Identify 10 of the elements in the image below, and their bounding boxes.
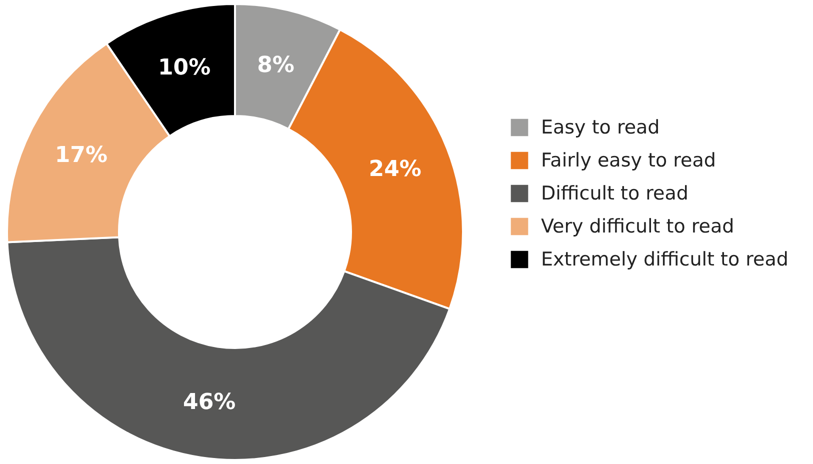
legend-label: Fairly easy to read — [541, 150, 716, 172]
data-label: 46% — [183, 390, 236, 416]
data-label: 17% — [54, 143, 108, 168]
legend-label: Very difficult to read — [541, 216, 734, 238]
data-label: 24% — [368, 157, 422, 182]
legend-label: Difficult to read — [541, 182, 688, 204]
data-label: 8% — [257, 52, 294, 78]
data-label: 10% — [158, 56, 211, 81]
legend-label: Extremely difficult to read — [541, 248, 788, 270]
legend-label: Easy to read — [541, 116, 660, 138]
